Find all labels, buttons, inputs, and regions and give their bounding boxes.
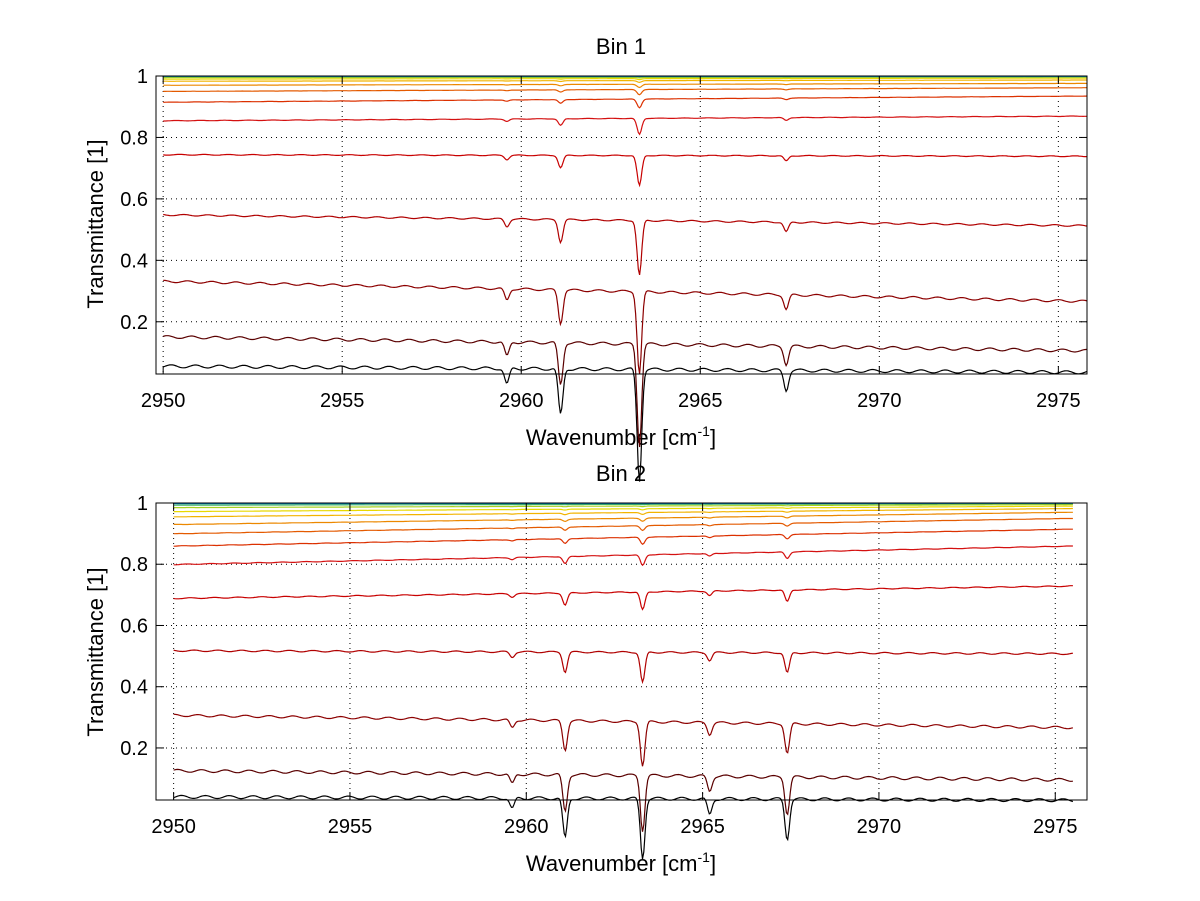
series-line bbox=[173, 545, 1073, 567]
series-line bbox=[173, 585, 1073, 611]
y-tick-label: 0.8 bbox=[120, 127, 148, 149]
plot-frame bbox=[155, 502, 1088, 801]
series-line bbox=[173, 794, 1074, 860]
y-tick-label: 0.4 bbox=[120, 677, 148, 699]
chart-panel-bin-2: Bin 2 Wavenumber [cm-1] Transmittance [1… bbox=[83, 461, 1088, 876]
series-line bbox=[173, 528, 1073, 547]
series-line bbox=[163, 82, 1087, 89]
x-tick-label: 2965 bbox=[680, 816, 725, 838]
x-axis-label: Wavenumber [cm-1] bbox=[526, 849, 716, 876]
x-tick-label: 2975 bbox=[1033, 816, 1078, 838]
series-line bbox=[173, 713, 1074, 767]
series-line bbox=[173, 503, 1073, 509]
series-line bbox=[173, 649, 1073, 685]
y-axis-label: Transmittance [1] bbox=[83, 567, 108, 736]
series-line bbox=[173, 768, 1073, 832]
series-line bbox=[163, 79, 1087, 84]
x-axis-label: Wavenumber [cm-1] bbox=[526, 423, 716, 450]
x-tick-label: 2965 bbox=[678, 390, 723, 412]
x-tick-label: 2960 bbox=[499, 390, 544, 412]
y-tick-label: 0.6 bbox=[120, 615, 148, 637]
series-line bbox=[173, 507, 1073, 518]
x-tick-label: 2950 bbox=[141, 390, 186, 412]
y-tick-label: 1 bbox=[137, 493, 148, 515]
chart-title: Bin 1 bbox=[596, 34, 646, 59]
series-line bbox=[162, 364, 1088, 482]
y-tick-label: 0.2 bbox=[120, 738, 148, 760]
y-axis-label: Transmittance [1] bbox=[83, 139, 108, 308]
y-tick-label: 0.6 bbox=[120, 189, 148, 211]
series-line bbox=[163, 95, 1088, 109]
y-tick-label: 1 bbox=[137, 66, 148, 88]
plot-frame bbox=[155, 75, 1088, 375]
series-line bbox=[173, 517, 1073, 535]
series-line bbox=[163, 153, 1088, 188]
x-tick-label: 2960 bbox=[504, 816, 549, 838]
chart-title: Bin 2 bbox=[596, 461, 646, 486]
series-line bbox=[163, 279, 1088, 374]
x-tick-label: 2970 bbox=[857, 390, 902, 412]
x-tick-label: 2970 bbox=[857, 816, 902, 838]
x-tick-label: 2950 bbox=[151, 816, 196, 838]
series-line bbox=[173, 505, 1073, 513]
series-line bbox=[163, 87, 1087, 96]
series-line bbox=[163, 335, 1088, 448]
x-tick-label: 2975 bbox=[1036, 390, 1081, 412]
chart-panel-bin-1: Bin 1 Wavenumber [cm-1] Transmittance [1… bbox=[83, 34, 1088, 482]
x-tick-label: 2955 bbox=[320, 390, 365, 412]
y-tick-label: 0.8 bbox=[120, 554, 148, 576]
y-tick-label: 0.4 bbox=[120, 250, 148, 272]
series-line bbox=[163, 115, 1087, 136]
series-line bbox=[173, 511, 1073, 526]
series-line bbox=[163, 76, 1087, 79]
series-line bbox=[163, 213, 1088, 276]
series-line bbox=[163, 77, 1087, 81]
x-tick-label: 2955 bbox=[328, 816, 373, 838]
y-tick-label: 0.2 bbox=[120, 312, 148, 334]
